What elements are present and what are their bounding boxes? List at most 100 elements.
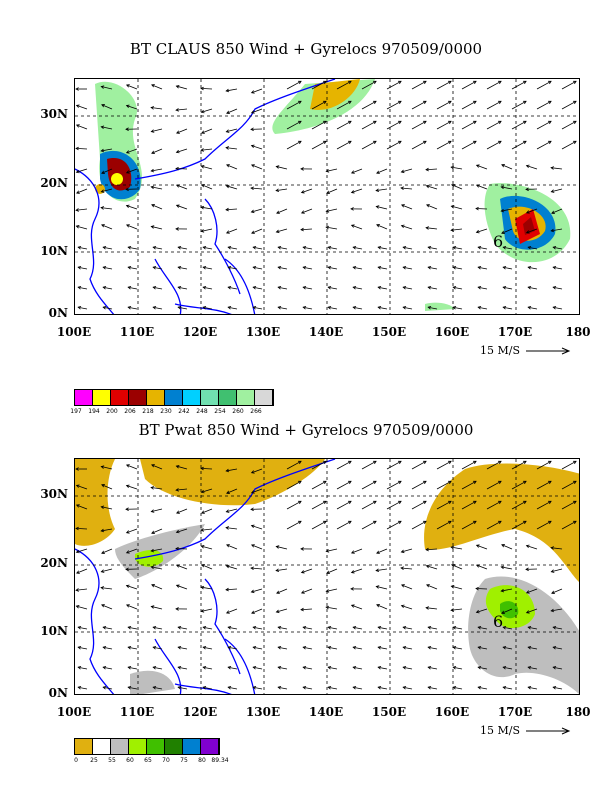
wind-arrow-head [323, 140, 327, 145]
wind-arrow-head [525, 230, 530, 234]
wind-arrow-head [402, 305, 407, 310]
wind-arrow [253, 686, 263, 690]
colorbar-label: 75 [180, 757, 188, 764]
wind-arrow [326, 548, 338, 552]
wind-arrow [303, 686, 313, 690]
wind-arrow [553, 246, 563, 250]
wind-arrow [151, 107, 163, 110]
wind-arrow-head [427, 685, 432, 690]
wind-arrow-head [352, 685, 357, 690]
wind-arrow [126, 464, 138, 470]
wind-arrow-head [125, 204, 130, 209]
wind-arrow-head [548, 520, 552, 525]
wind-arrow-head [400, 584, 405, 588]
wind-arrow [511, 500, 527, 510]
wind-arrow-head [150, 225, 155, 229]
wind-arrow-head [252, 645, 257, 650]
wind-arrow-head [102, 265, 107, 270]
bottom-map-canvas: 6 [75, 459, 579, 694]
wind-arrow-head [452, 305, 457, 310]
wind-arrow-head [250, 524, 255, 529]
wind-arrow [351, 548, 363, 554]
wind-arrow-head [398, 140, 402, 145]
wind-arrow-head [300, 570, 305, 574]
top-map-title: BT CLAUS 850 Wind + Gyrelocs 970509/0000 [129, 40, 483, 58]
wind-arrow [511, 100, 527, 110]
wind-arrow-head [226, 490, 230, 494]
wind-arrow [101, 604, 113, 610]
wind-arrow [276, 588, 288, 594]
wind-arrow [226, 544, 238, 550]
wind-arrow-head [175, 464, 180, 469]
wind-arrow [425, 168, 438, 171]
wind-arrow-head [127, 285, 132, 290]
wind-arrow-head [348, 100, 352, 105]
wind-arrow-head [75, 467, 79, 471]
wind-arrow-head [498, 500, 502, 505]
wind-arrow [503, 286, 513, 290]
wind-arrow-head [502, 285, 507, 290]
wind-arrow [501, 608, 513, 614]
wind-arrow-head [176, 510, 180, 514]
wind-arrow [386, 140, 402, 150]
wind-arrow [401, 605, 413, 610]
wind-arrow-head [502, 645, 507, 650]
wind-arrow [311, 140, 327, 150]
bottom-lon-140e: 140E [308, 705, 344, 719]
wind-arrow-head [475, 586, 479, 591]
wind-arrow-head [423, 120, 427, 125]
wind-arrow-head [227, 685, 232, 690]
wind-arrow [378, 626, 388, 630]
wind-arrow [225, 588, 238, 591]
wind-arrow-head [326, 570, 330, 574]
colorbar-label: 55 [108, 757, 116, 764]
wind-arrow [78, 286, 88, 290]
wind-arrow [301, 208, 313, 214]
wind-arrow-head [150, 168, 155, 173]
wind-arrow-head [548, 480, 552, 485]
top-lat-30n: 30N [40, 107, 68, 121]
wind-arrow [151, 168, 163, 172]
wind-arrow-head [423, 500, 427, 505]
wind-arrow [476, 184, 488, 190]
wind-arrow-head [125, 127, 129, 131]
wind-arrow-head [177, 665, 182, 670]
wind-arrow [401, 168, 413, 173]
wind-arrow [228, 626, 238, 630]
top-lon-160e: 160E [434, 325, 470, 339]
wind-arrow-head [102, 305, 107, 310]
wind-arrow-head [127, 245, 132, 250]
wind-arrow [153, 626, 163, 630]
wind-arrow [153, 646, 163, 650]
wind-arrow [101, 148, 113, 152]
colorbar-label: 260 [232, 408, 244, 415]
wind-arrow-head [500, 588, 505, 593]
wind-arrow-head [202, 625, 207, 630]
wind-arrow [176, 528, 188, 533]
wind-arrow-head [350, 190, 355, 194]
wind-arrow [411, 100, 427, 110]
wind-arrow-head [127, 665, 132, 670]
colorbar-swatch [183, 390, 201, 405]
wind-arrow-head [498, 100, 502, 105]
wind-arrow [128, 246, 138, 250]
bottom-map-plot: 6 [74, 458, 580, 695]
wind-arrow [251, 228, 263, 234]
wind-arrow-head [376, 170, 380, 174]
wind-arrow-head [352, 305, 357, 310]
wind-arrow [103, 646, 113, 650]
wind-arrow [511, 460, 527, 470]
wind-arrow-head [573, 100, 577, 105]
wind-arrow [436, 460, 452, 470]
wind-arrow [178, 306, 188, 310]
wind-arrow-head [373, 480, 377, 485]
wind-arrow [503, 666, 513, 670]
wind-arrow [201, 165, 213, 170]
colorbar-swatch [219, 390, 237, 405]
wind-arrow [126, 105, 138, 110]
wind-arrow-head [277, 685, 282, 690]
wind-arrow [553, 686, 563, 690]
wind-arrow [436, 140, 452, 150]
wind-arrow-head [352, 645, 357, 650]
wind-arrow [411, 480, 427, 490]
